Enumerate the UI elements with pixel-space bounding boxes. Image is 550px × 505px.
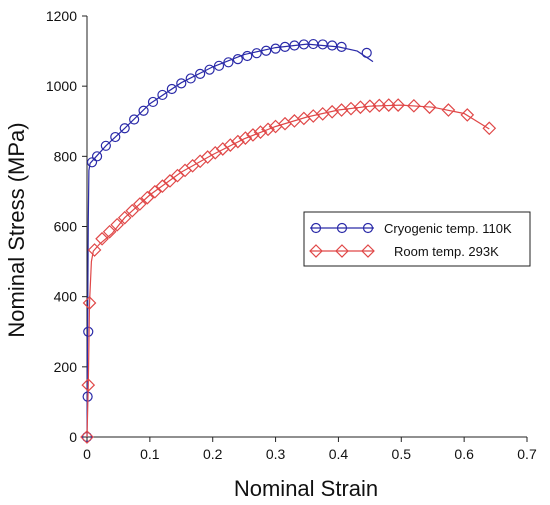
data-point-1 bbox=[460, 108, 475, 122]
data-point-0 bbox=[279, 41, 291, 52]
data-point-0 bbox=[336, 41, 347, 52]
data-point-1 bbox=[95, 231, 109, 246]
series-0 bbox=[81, 38, 374, 443]
data-point-1 bbox=[132, 197, 147, 211]
data-point-0 bbox=[110, 131, 121, 143]
data-point-1 bbox=[80, 430, 94, 444]
y-tick-label: 600 bbox=[54, 219, 78, 235]
data-point-1 bbox=[238, 131, 253, 145]
data-point-1 bbox=[81, 378, 96, 392]
legend-sample-room bbox=[309, 244, 375, 258]
x-tick-label: 0.2 bbox=[203, 446, 223, 462]
data-point-0 bbox=[100, 140, 111, 151]
data-point-1 bbox=[117, 210, 132, 225]
legend-marker bbox=[310, 222, 322, 234]
legend-marker bbox=[335, 244, 349, 258]
legend-marker bbox=[309, 244, 323, 258]
data-point-0 bbox=[157, 89, 168, 101]
data-point-1 bbox=[110, 217, 125, 232]
data-point-1 bbox=[87, 243, 102, 257]
data-point-1 bbox=[422, 100, 437, 115]
data-point-0 bbox=[204, 64, 215, 75]
data-point-1 bbox=[381, 98, 396, 112]
data-point-0 bbox=[119, 123, 130, 134]
data-point-0 bbox=[185, 73, 196, 84]
legend-marker bbox=[362, 222, 374, 234]
y-tick-label: 400 bbox=[54, 289, 78, 305]
tick-labels: 0 0.1 0.2 0.3 0.4 0.5 0.6 0.7 0 200 400 600 800 1000 1… bbox=[46, 8, 537, 462]
data-point-1 bbox=[261, 122, 275, 137]
series-line-0 bbox=[86, 43, 374, 438]
series-1 bbox=[80, 98, 497, 444]
data-point-0 bbox=[361, 47, 372, 58]
data-point-0 bbox=[83, 326, 94, 337]
legend-label-cryogenic: Cryogenic temp. 110K bbox=[384, 221, 512, 236]
y-tick-label: 1200 bbox=[46, 8, 77, 24]
data-point-0 bbox=[213, 60, 225, 71]
data-point-1 bbox=[82, 296, 97, 310]
x-tick-label: 0.5 bbox=[392, 446, 412, 462]
x-tick-label: 0.6 bbox=[454, 446, 474, 462]
data-point-0 bbox=[147, 96, 159, 108]
data-point-0 bbox=[251, 48, 262, 59]
data-point-1 bbox=[407, 98, 421, 113]
data-point-0 bbox=[166, 83, 177, 95]
data-point-1 bbox=[391, 98, 405, 112]
x-tick-label: 0.7 bbox=[517, 446, 537, 462]
data-point-0 bbox=[86, 157, 98, 168]
data-point-0 bbox=[261, 45, 272, 56]
legend-sample-cryogenic bbox=[310, 222, 374, 234]
legend-marker bbox=[361, 244, 375, 258]
data-point-1 bbox=[231, 134, 245, 149]
data-point-1 bbox=[441, 103, 456, 117]
series-line-1 bbox=[86, 104, 490, 438]
data-point-1 bbox=[372, 98, 387, 113]
data-point-1 bbox=[148, 184, 162, 199]
data-point-0 bbox=[195, 68, 206, 79]
legend-marker bbox=[336, 222, 348, 234]
data-point-0 bbox=[176, 78, 187, 89]
data-point-0 bbox=[327, 40, 338, 51]
y-tick-label: 200 bbox=[54, 359, 78, 375]
data-point-1 bbox=[125, 203, 140, 218]
y-axis-title: Nominal Stress (MPa) bbox=[4, 122, 29, 337]
data-point-1 bbox=[246, 128, 260, 142]
x-tick-label: 0.4 bbox=[329, 446, 349, 462]
x-axis-title: Nominal Strain bbox=[234, 476, 378, 501]
x-tick-label: 0.1 bbox=[140, 446, 160, 462]
data-point-0 bbox=[270, 43, 281, 54]
data-point-1 bbox=[140, 190, 155, 205]
data-point-0 bbox=[242, 50, 253, 62]
data-point-0 bbox=[129, 114, 140, 125]
y-tick-label: 1000 bbox=[46, 78, 77, 94]
data-point-0 bbox=[91, 151, 103, 162]
y-tick-label: 800 bbox=[54, 148, 78, 164]
data-point-1 bbox=[102, 224, 117, 239]
legend: Cryogenic temp. 110K Room temp. 293K bbox=[303, 211, 531, 267]
data-point-1 bbox=[482, 121, 497, 136]
x-tick-label: 0.3 bbox=[266, 446, 286, 462]
legend-label-room: Room temp. 293K bbox=[394, 244, 499, 259]
data-point-1 bbox=[223, 138, 238, 152]
series-layer bbox=[80, 38, 497, 444]
y-tick-label: 0 bbox=[69, 429, 77, 445]
x-tick-label: 0 bbox=[83, 446, 91, 462]
data-point-0 bbox=[232, 54, 243, 65]
data-point-1 bbox=[253, 125, 268, 139]
data-point-0 bbox=[317, 39, 328, 50]
data-point-0 bbox=[138, 105, 149, 116]
data-point-0 bbox=[223, 57, 234, 68]
